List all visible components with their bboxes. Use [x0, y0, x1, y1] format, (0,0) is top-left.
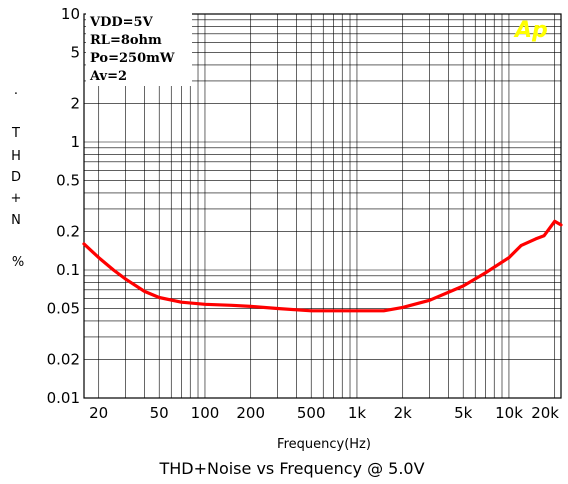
y-tick-label: 0.1 — [56, 261, 80, 279]
y-tick-label: 0.5 — [56, 172, 80, 190]
y-tick-label: 2 — [70, 95, 80, 113]
chart-caption: THD+Noise vs Frequency @ 5.0V — [158, 459, 424, 478]
y-tick-label: 0.01 — [47, 389, 80, 407]
y-axis-title: . T H D + N % — [11, 83, 25, 270]
x-tick-label: 2k — [394, 404, 413, 422]
x-tick-label: 1k — [348, 404, 367, 422]
plot-frame — [83, 13, 562, 399]
y-tick-label: 5 — [70, 44, 80, 62]
y-tick-label: 10 — [61, 5, 80, 23]
y-axis-letter-d: D — [11, 170, 21, 185]
ap-logo-text: Ap — [513, 18, 548, 43]
test-conditions-background — [86, 12, 192, 86]
x-tick-label: 20 — [89, 404, 108, 422]
x-tick-label: 200 — [236, 404, 265, 422]
y-axis-letter-plus: + — [11, 191, 22, 206]
x-axis-title: Frequency(Hz) — [277, 437, 371, 452]
y-axis-letter-h: H — [11, 149, 21, 164]
x-tick-label: 20k — [531, 404, 559, 422]
annotation-av: Av=2 — [89, 69, 127, 84]
y-tick-label: 0.05 — [47, 300, 80, 318]
x-tick-label: 500 — [297, 404, 326, 422]
series-group — [82, 219, 563, 313]
y-axis-percent: % — [12, 255, 24, 270]
x-tick-label: 5k — [454, 404, 473, 422]
y-tick-label: 1 — [70, 133, 80, 151]
y-tick-label: 0.02 — [47, 351, 80, 369]
y-axis-dot: . — [14, 83, 18, 98]
y-tick-labels: 10 5 2 1 0.5 0.2 0.1 0.05 0.02 0.01 — [47, 5, 80, 407]
test-conditions-box: VDD=5V RL=8ohm Po=250mW Av=2 — [86, 12, 192, 86]
annotation-po: Po=250mW — [90, 51, 175, 66]
x-tick-label: 10k — [495, 404, 523, 422]
annotation-vdd: VDD=5V — [89, 15, 154, 30]
ap-logo: Ap — [513, 18, 548, 43]
x-tick-label: 100 — [191, 404, 220, 422]
x-tick-label: 50 — [150, 404, 169, 422]
x-tick-labels: 20 50 100 200 500 1k 2k 5k 10k 20k — [89, 404, 559, 422]
y-axis-letter-n: N — [11, 213, 21, 228]
y-tick-label: 0.2 — [56, 223, 80, 241]
thd-series-line — [82, 219, 563, 313]
annotation-rl: RL=8ohm — [90, 33, 162, 48]
y-axis-letter-t: T — [11, 126, 20, 141]
